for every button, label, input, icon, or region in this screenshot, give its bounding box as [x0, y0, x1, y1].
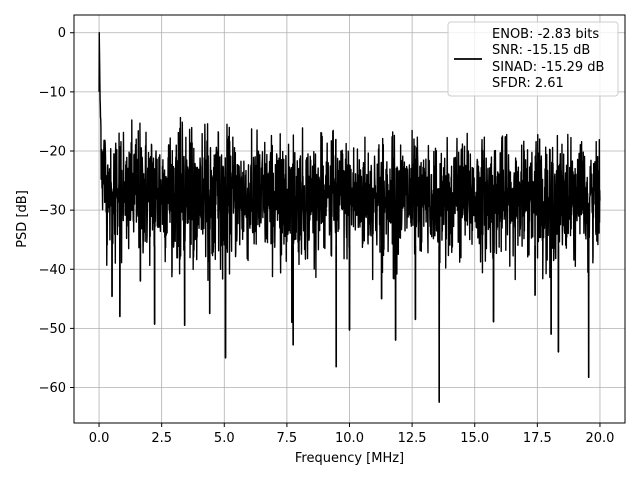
psd-trace [98, 32, 601, 403]
legend: ENOB: -2.83 bits SNR: -15.15 dB SINAD: -… [447, 21, 619, 97]
x-tick-label: 12.5 [398, 431, 427, 446]
y-tick-label: −30 [39, 204, 66, 219]
x-tick-label: 10.0 [335, 431, 364, 446]
x-tick-label: 5.0 [214, 431, 235, 446]
y-tick-label: 0 [58, 26, 66, 41]
y-tick-label: −10 [39, 85, 66, 100]
psd-series-line [98, 32, 601, 403]
x-tick-label: 2.5 [151, 431, 172, 446]
x-axis-label: Frequency [MHz] [295, 451, 404, 466]
y-axis-label: PSD [dB] [15, 190, 30, 248]
x-tick-label: 7.5 [277, 431, 298, 446]
legend-line-snr: SNR: -15.15 dB [492, 43, 590, 58]
y-tick-label: −60 [39, 381, 66, 396]
y-tick-label: −40 [39, 263, 66, 278]
x-tick-label: 20.0 [585, 431, 614, 446]
y-tick-label: −50 [39, 322, 66, 337]
x-tick-label: 0.0 [89, 431, 110, 446]
y-tick-label: −20 [39, 145, 66, 160]
x-tick-label: 17.5 [523, 431, 552, 446]
x-tick-label: 15.0 [460, 431, 489, 446]
legend-line-sfdr: SFDR: 2.61 [492, 76, 564, 91]
legend-line-sinad: SINAD: -15.29 dB [492, 60, 604, 75]
legend-line-enob: ENOB: -2.83 bits [492, 27, 599, 42]
axis-ticks: 0.0 2.5 5.0 7.5 10.0 12.5 15.0 17.5 20.0 0 −10 −20 −… [39, 26, 615, 446]
legend-box [447, 21, 619, 97]
